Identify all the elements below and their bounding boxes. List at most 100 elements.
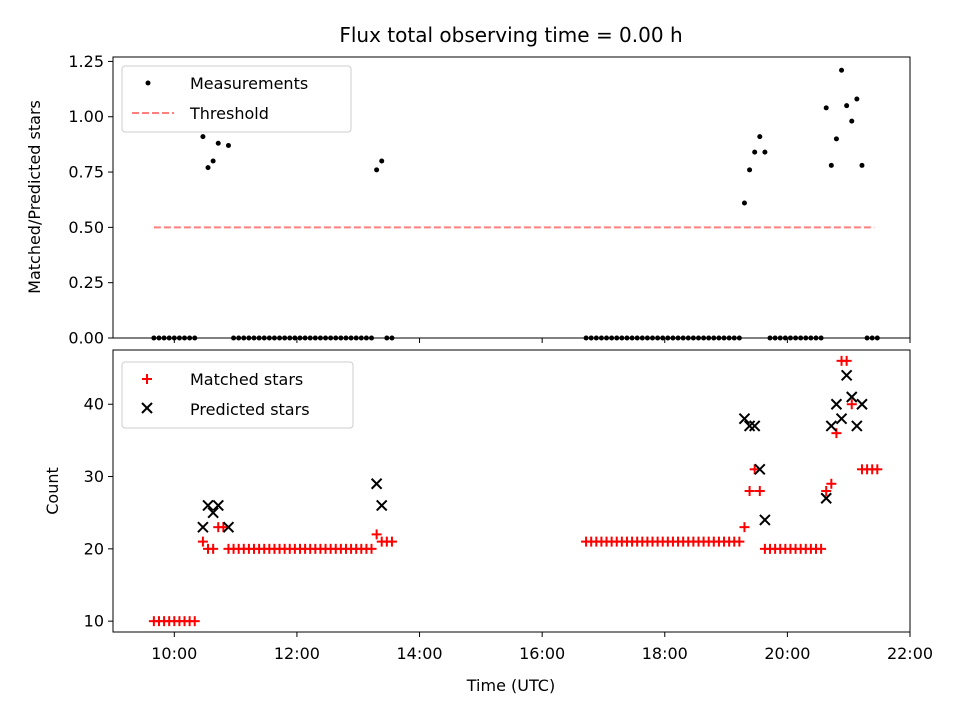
- measurement-point: [379, 158, 385, 164]
- measurement-point: [849, 118, 855, 124]
- matched-star-point: [218, 522, 229, 533]
- matched-star-point: [846, 399, 857, 410]
- predicted-star-point: [376, 499, 388, 512]
- measurement-points-layer: [151, 67, 880, 341]
- predicted-star-point: [820, 492, 832, 504]
- y-tick-label: 1.00: [68, 107, 104, 126]
- legend-predicted-marker: [141, 402, 153, 414]
- matched-star-point: [189, 616, 200, 627]
- measurement-point: [752, 149, 758, 155]
- matched-star-point: [734, 536, 745, 547]
- legend-threshold-label: Threshold: [189, 104, 269, 123]
- measurement-point: [839, 67, 845, 73]
- predicted-star-point: [197, 521, 209, 533]
- y-tick-label: 0.75: [68, 163, 104, 182]
- predicted-star-point: [754, 463, 766, 476]
- x-tick-label: 14:00: [396, 644, 442, 663]
- top-legend-box: [121, 65, 352, 133]
- predicted-star-point: [738, 412, 751, 425]
- y-tick-label: 40: [84, 395, 104, 414]
- bottom-plot-frame: [112, 349, 911, 633]
- measurement-point: [823, 105, 829, 111]
- matched-star-point: [821, 486, 832, 496]
- matched-star-point: [754, 486, 765, 496]
- top-y-axis-ticks: 0.00 0.25 0.50 0.75 1.00 1.25: [68, 52, 113, 348]
- x-tick-label: 16:00: [519, 644, 565, 663]
- matched-star-point: [744, 486, 755, 496]
- y-tick-label: 20: [84, 539, 104, 558]
- x-tick-label: 10:00: [151, 644, 197, 663]
- y-tick-label: 10: [84, 612, 104, 631]
- top-legend: Measurements Threshold: [121, 65, 352, 133]
- predicted-star-point: [835, 412, 848, 425]
- bottom-y-axis-ticks: 10 20 30 40: [84, 395, 113, 631]
- y-tick-label: 0.00: [68, 329, 104, 348]
- legend-measurements-marker: [145, 80, 151, 86]
- x-tick-label: 22:00: [887, 644, 933, 663]
- predicted-star-point: [370, 478, 383, 490]
- top-y-axis-label: Matched/Predicted stars: [25, 100, 44, 294]
- predicted-star-point: [207, 506, 219, 519]
- matched-star-point: [739, 522, 750, 533]
- predicted-star-point: [743, 420, 756, 432]
- bottom-x-axis-ticks: 10:00 12:00 14:00 16:00 18:00 20:00 22:00: [151, 632, 933, 663]
- top-panel: 0.00 0.25 0.50 0.75 1.00 1.25 Matched/Predict…: [25, 52, 911, 348]
- matched-star-point: [826, 478, 837, 489]
- predicted-star-point: [222, 521, 235, 533]
- y-tick-label: 0.50: [68, 218, 104, 237]
- measurement-point: [762, 149, 768, 155]
- measurement-point: [374, 167, 380, 173]
- measurement-point: [205, 165, 211, 171]
- top-plot-frame: [112, 56, 911, 339]
- predicted-star-point: [759, 514, 771, 526]
- measurement-point: [757, 134, 763, 140]
- matched-star-point: [197, 536, 208, 547]
- x-tick-label: 18:00: [642, 644, 688, 663]
- measurement-point: [747, 167, 753, 173]
- measurement-point: [200, 134, 206, 140]
- matched-stars-layer: [148, 355, 883, 627]
- measurement-point: [741, 200, 747, 206]
- measurement-point: [844, 103, 850, 109]
- y-tick-label: 0.25: [68, 273, 104, 292]
- measurement-point: [833, 136, 839, 142]
- bottom-legend-box: [121, 361, 354, 429]
- bottom-legend: Matched stars Predicted stars: [121, 361, 354, 429]
- measurement-point: [225, 143, 231, 149]
- measurement-point: [854, 96, 860, 102]
- measurement-point: [215, 140, 221, 146]
- predicted-star-point: [212, 499, 224, 512]
- legend-matched-label: Matched stars: [190, 370, 303, 389]
- bottom-panel: 10 20 30 40 10:00 12:00 14:00 16:00 18:00 20:00 2…: [43, 349, 933, 695]
- bottom-y-axis-label: Count: [43, 467, 62, 515]
- predicted-star-point: [748, 420, 761, 432]
- predicted-star-point: [830, 398, 843, 410]
- matched-star-point: [841, 355, 852, 366]
- matched-star-point: [872, 464, 883, 475]
- matched-star-point: [208, 543, 219, 554]
- predicted-star-point: [202, 499, 214, 512]
- matched-star-point: [816, 543, 827, 554]
- matched-star-point: [386, 536, 397, 547]
- legend-predicted-label: Predicted stars: [190, 400, 310, 419]
- predicted-star-point: [851, 420, 863, 432]
- top-x-axis-ticks: [173, 338, 911, 343]
- matched-star-point: [749, 464, 760, 475]
- matched-star-point: [366, 543, 377, 554]
- x-axis-label: Time (UTC): [466, 676, 555, 695]
- y-tick-label: 30: [84, 467, 104, 486]
- predicted-star-point: [825, 420, 838, 432]
- predicted-star-point: [856, 398, 868, 410]
- predicted-star-point: [846, 391, 858, 403]
- y-tick-label: 1.25: [68, 52, 104, 71]
- x-tick-label: 12:00: [274, 644, 320, 663]
- legend-measurements-label: Measurements: [190, 74, 308, 93]
- measurement-point: [210, 158, 216, 164]
- x-tick-label: 20:00: [764, 644, 810, 663]
- chart-title: Flux total observing time = 0.00 h: [339, 23, 682, 47]
- matched-star-point: [371, 529, 382, 540]
- legend-matched-marker: [142, 374, 152, 384]
- predicted-stars-layer: [197, 369, 868, 533]
- predicted-star-point: [840, 369, 853, 382]
